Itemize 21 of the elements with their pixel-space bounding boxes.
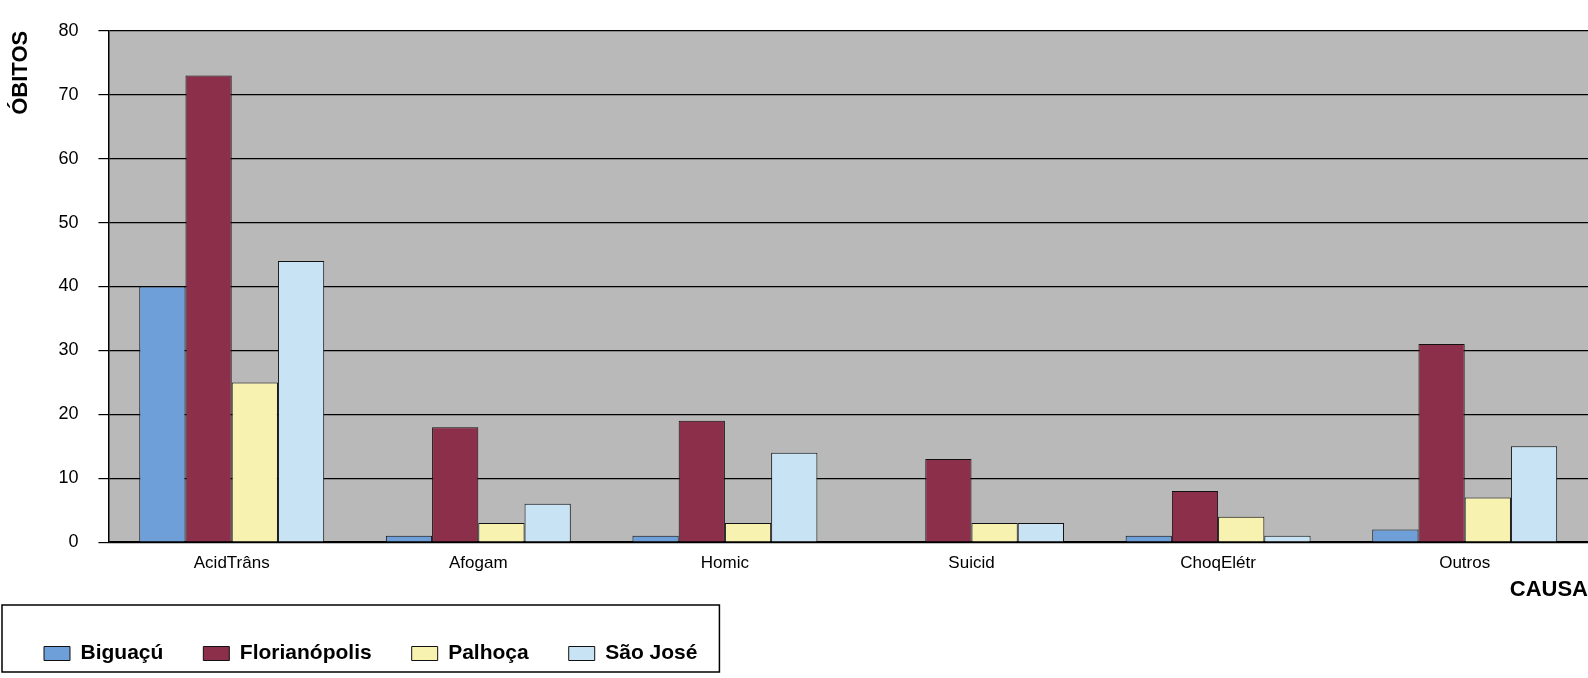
legend-label: Florianópolis [239,640,372,664]
y-tick-label: 30 [58,339,79,360]
y-tick-label: 80 [58,19,79,40]
legend-label: Biguaçú [80,640,164,664]
y-tick-label: 20 [58,403,79,424]
legend-label: São José [605,640,698,664]
y-tick-label: 10 [58,467,79,488]
x-tick-label: AcidTrâns [193,553,270,573]
x-tick-label: Homic [700,553,750,573]
x-tick-label: Suicid [948,553,995,573]
y-tick-label: 50 [58,211,79,232]
legend-label: Palhoça [448,640,530,664]
y-tick-label: 70 [58,83,79,104]
y-axis-title: ÓBITOS [7,30,33,115]
x-tick-label: Outros [1439,553,1491,573]
x-axis-title: CAUSA [1509,575,1588,601]
x-tick-label: Afogam [449,553,508,573]
y-tick-label: 0 [68,531,79,552]
y-tick-label: 60 [58,147,79,168]
x-tick-label: ChoqElétr [1180,553,1257,573]
y-tick-label: 40 [58,275,79,296]
